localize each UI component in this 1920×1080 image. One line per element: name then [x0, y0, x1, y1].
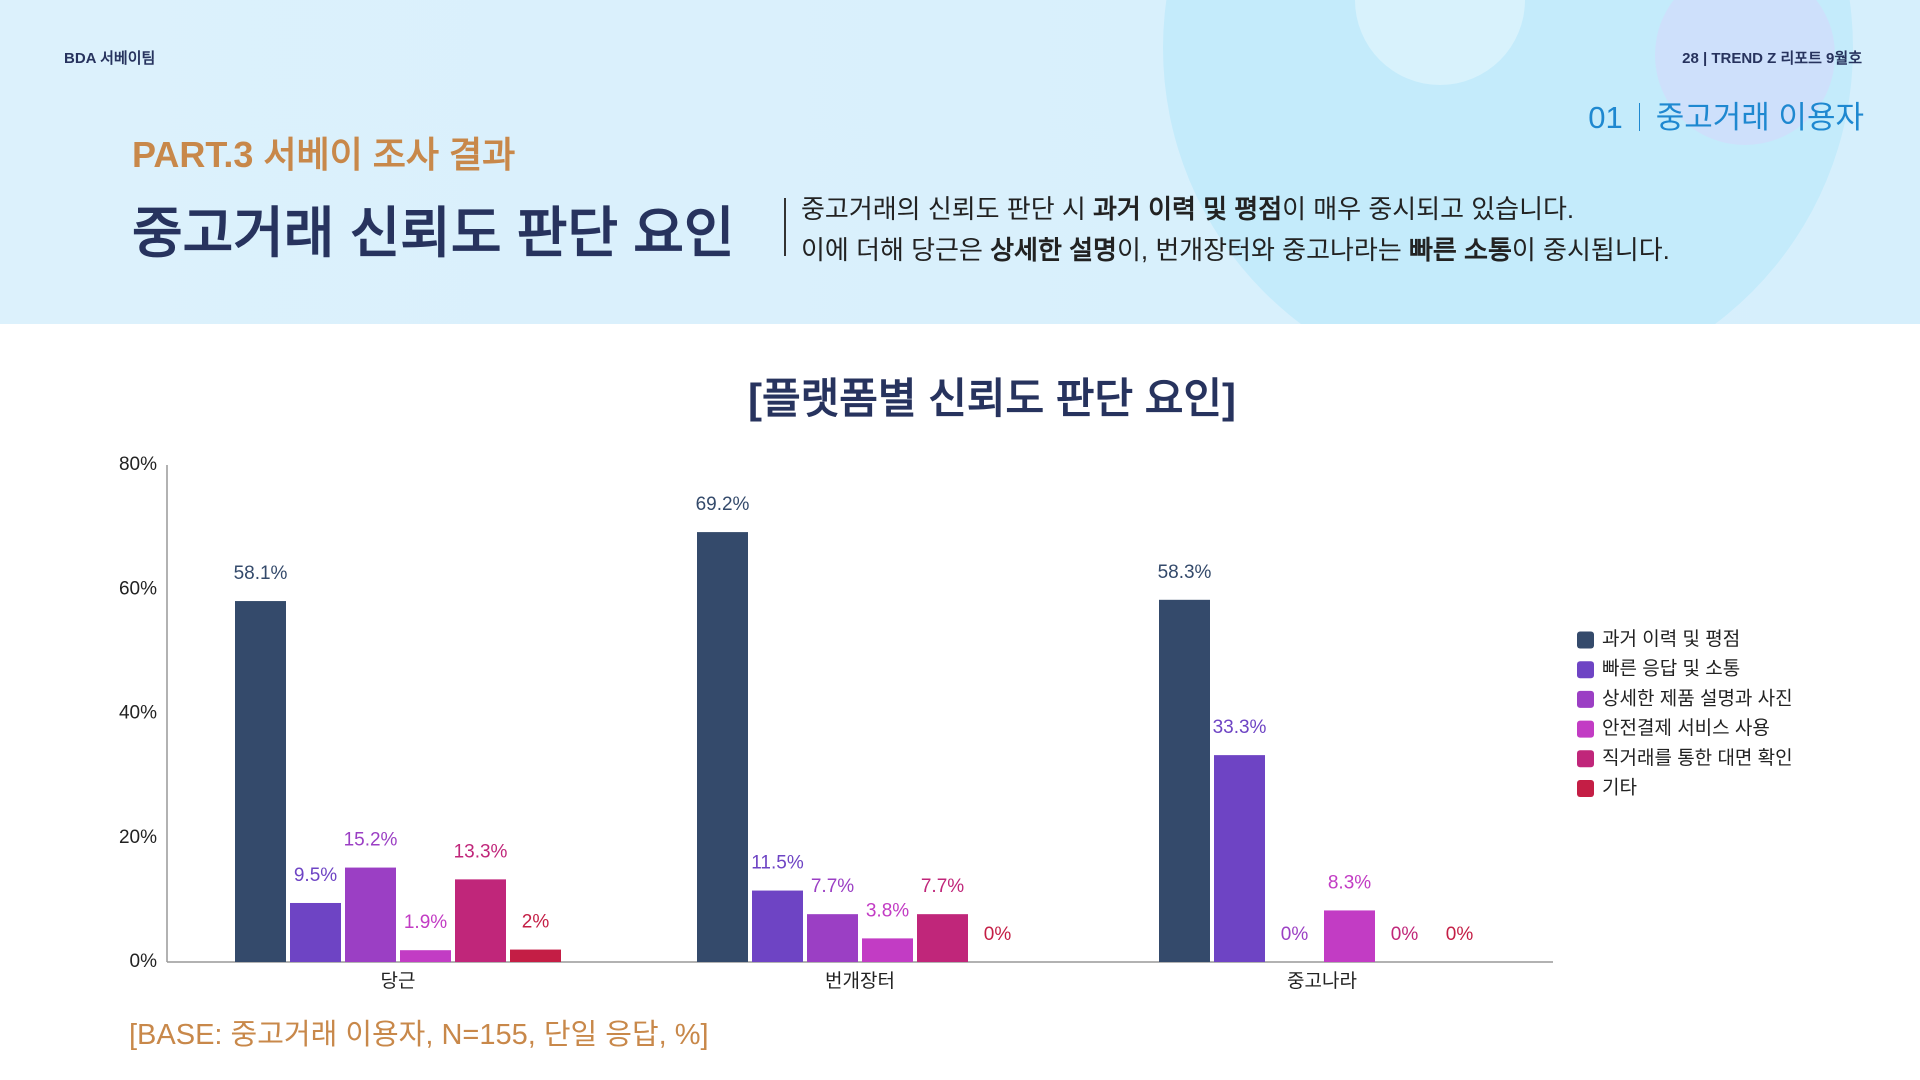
bar [697, 532, 748, 962]
value-label: 0% [1446, 924, 1474, 945]
page-title: 중고거래 신뢰도 판단 요인 [132, 202, 735, 264]
section-number: 01 [1588, 100, 1623, 135]
section-label: 01 중고거래 이용자 [1588, 92, 1864, 137]
text-run: 이에 더해 당근은 [801, 235, 991, 265]
value-label: 33.3% [1213, 717, 1267, 738]
bar [1214, 755, 1265, 962]
legend-swatch [1577, 661, 1594, 679]
legend-label: 기타 [1602, 777, 1637, 799]
section-title: 중고거래 이용자 [1655, 100, 1864, 135]
x-tick-label: 중고나라 [1287, 970, 1357, 992]
legend-label: 과거 이력 및 평점 [1602, 628, 1740, 650]
legend-swatch [1577, 750, 1594, 768]
bar [290, 902, 341, 962]
value-label: 13.3% [454, 841, 508, 862]
description: 중고거래의 신뢰도 판단 시 과거 이력 및 평점이 매우 중시되고 있습니다.… [801, 189, 1670, 271]
value-label: 58.1% [234, 563, 288, 584]
bar [917, 914, 968, 962]
value-label: 8.3% [1328, 872, 1371, 893]
bar [1159, 599, 1210, 962]
value-label: 0% [984, 924, 1012, 945]
legend-swatch [1577, 720, 1594, 738]
value-label: 7.7% [811, 876, 854, 897]
header-band [0, 0, 1920, 324]
value-label: 3.8% [866, 900, 909, 921]
deco-circle [1355, 0, 1525, 85]
bar [1324, 910, 1375, 962]
divider [1638, 103, 1640, 131]
deco-circle [1655, 0, 1835, 145]
title-divider [784, 198, 786, 256]
description-line: 이에 더해 당근은 상세한 설명이, 번개장터와 중고나라는 빠른 소통이 중시… [801, 230, 1670, 271]
text-run: 이 중시됩니다. [1511, 235, 1670, 265]
legend-swatch [1577, 780, 1594, 797]
text-run: 이, 번개장터와 중고나라는 [1116, 235, 1409, 265]
bar [400, 950, 451, 962]
bar [345, 867, 396, 962]
text-run: 이 매우 중시되고 있습니다. [1282, 194, 1575, 224]
value-label: 58.3% [1158, 562, 1212, 583]
description-line: 중고거래의 신뢰도 판단 시 과거 이력 및 평점이 매우 중시되고 있습니다. [801, 189, 1670, 230]
emphasis: 과거 이력 및 평점 [1093, 194, 1283, 224]
bar [235, 601, 286, 962]
value-label: 9.5% [294, 865, 337, 886]
y-tick-label: 0% [130, 951, 158, 972]
emphasis: 빠른 소통 [1408, 235, 1512, 265]
value-label: 1.9% [404, 912, 447, 933]
legend-label: 빠른 응답 및 소통 [1602, 658, 1740, 680]
emphasis: 상세한 설명 [990, 235, 1117, 265]
x-tick-label: 당근 [381, 970, 416, 992]
value-label: 69.2% [696, 494, 750, 515]
legend-swatch [1577, 631, 1594, 649]
legend-swatch [1577, 690, 1594, 708]
bar [455, 879, 506, 962]
value-label: 0% [1391, 924, 1419, 945]
header-decoration [1163, 0, 1853, 324]
base-note: [BASE: 중고거래 이용자, N=155, 단일 응답, %] [129, 1019, 709, 1051]
value-label: 0% [1281, 924, 1309, 945]
y-tick-label: 60% [119, 578, 157, 599]
value-label: 11.5% [751, 853, 804, 874]
issue-label: 28 | TREND Z 리포트 9월호 [1682, 50, 1862, 67]
team-label: BDA 서베이팀 [64, 50, 156, 67]
y-tick-label: 40% [119, 703, 157, 724]
y-tick-label: 80% [119, 454, 157, 475]
legend-label: 안전결제 서비스 사용 [1602, 717, 1770, 739]
bar [807, 914, 858, 962]
value-label: 7.7% [921, 876, 964, 897]
x-tick-label: 번개장터 [825, 970, 895, 992]
part-label: PART.3 서베이 조사 결과 [132, 134, 516, 175]
text-run: 중고거래의 신뢰도 판단 시 [801, 194, 1094, 224]
value-label: 15.2% [344, 830, 398, 851]
y-tick-label: 20% [119, 827, 157, 848]
bar [752, 890, 803, 962]
bar [510, 949, 561, 962]
chart-title: [플랫폼별 신뢰도 판단 요인] [748, 375, 1236, 422]
bar [862, 938, 913, 962]
legend-label: 직거래를 통한 대면 확인 [1602, 747, 1793, 769]
value-label: 2% [522, 912, 550, 933]
legend-label: 상세한 제품 설명과 사진 [1602, 687, 1793, 709]
